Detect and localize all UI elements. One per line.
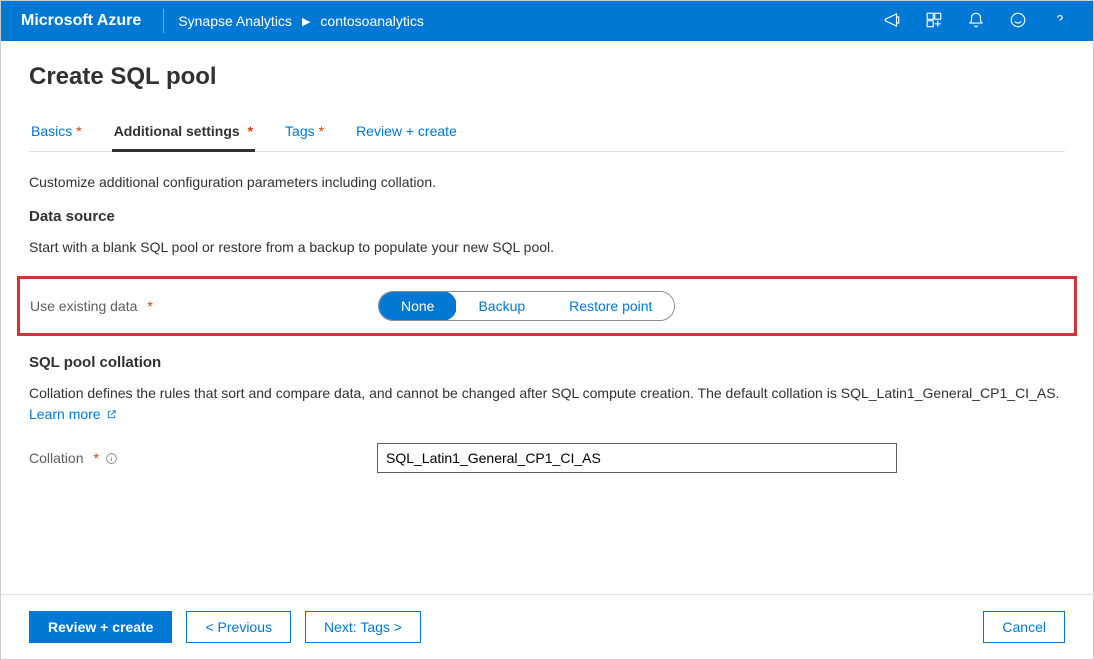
feedback-icon[interactable] [1009,11,1027,32]
tabs: Basics* Additional settings * Tags* Revi… [29,117,1065,152]
section-heading-data-source: Data source [29,208,1065,225]
tab-basics[interactable]: Basics* [29,117,84,151]
intro-text: Customize additional configuration param… [29,174,1065,190]
option-none[interactable]: None [378,291,457,321]
field-label: Collation * [29,450,377,466]
page: Create SQL pool Basics* Additional setti… [1,41,1093,659]
highlighted-region: Use existing data * None Backup Restore … [17,276,1077,336]
collation-input[interactable] [377,443,897,473]
footer: Review + create < Previous Next: Tags > … [1,594,1093,659]
tab-tags[interactable]: Tags* [283,117,326,151]
external-link-icon [106,409,117,420]
notifications-icon[interactable] [967,11,985,32]
announce-icon[interactable] [883,11,901,32]
section-sub-collation: Collation defines the rules that sort an… [29,383,1065,425]
field-use-existing-data: Use existing data * None Backup Restore … [30,291,675,321]
section-heading-collation: SQL pool collation [29,354,1065,371]
divider [163,9,164,33]
tab-additional-settings[interactable]: Additional settings * [112,117,255,152]
tab-review-create[interactable]: Review + create [354,117,459,151]
field-collation: Collation * [29,443,1065,473]
learn-more-link[interactable]: Learn more [29,406,117,422]
option-restore-point[interactable]: Restore point [547,292,674,320]
field-label: Use existing data * [30,298,378,314]
help-icon[interactable] [1051,11,1069,32]
breadcrumb-item[interactable]: contosoanalytics [316,13,428,29]
brand-label[interactable]: Microsoft Azure [9,12,153,30]
breadcrumb-item[interactable]: Synapse Analytics [174,13,296,29]
top-bar: Microsoft Azure Synapse Analytics ▶ cont… [1,1,1093,41]
use-existing-data-options: None Backup Restore point [378,291,675,321]
option-backup[interactable]: Backup [456,292,547,320]
page-title: Create SQL pool [29,63,1065,91]
topbar-actions [883,11,1077,32]
filter-icon[interactable] [925,11,943,32]
next-button[interactable]: Next: Tags > [305,611,421,643]
review-create-button[interactable]: Review + create [29,611,172,643]
breadcrumb-separator: ▶ [302,15,310,28]
cancel-button[interactable]: Cancel [983,611,1065,643]
section-sub-data-source: Start with a blank SQL pool or restore f… [29,237,1065,258]
previous-button[interactable]: < Previous [186,611,291,643]
info-icon[interactable] [105,452,118,465]
